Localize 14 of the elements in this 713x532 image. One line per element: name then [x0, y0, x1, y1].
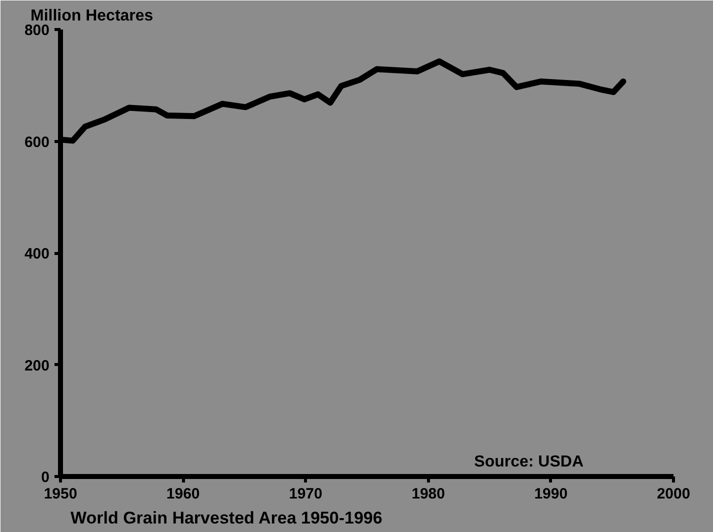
x-tick-label: 2000: [656, 486, 690, 502]
y-tick-label: 0: [41, 469, 50, 486]
y-axis-title: Million Hectares: [30, 8, 154, 24]
x-tick-label: 1980: [412, 486, 445, 502]
x-tick-label: 1990: [534, 486, 568, 502]
y-tick-label: 200: [24, 357, 50, 374]
x-tick-label: 1950: [44, 486, 78, 502]
y-tick-label: 600: [24, 134, 50, 151]
annotation: Source: USDA: [474, 454, 584, 470]
x-tick-label: 1960: [166, 486, 200, 502]
y-tick-label: 800: [24, 22, 50, 39]
x-tick-label: 1970: [289, 486, 322, 502]
text: World Grain Harvested Area 1950-1996: [70, 508, 382, 528]
y-tick-label: 400: [24, 246, 50, 262]
